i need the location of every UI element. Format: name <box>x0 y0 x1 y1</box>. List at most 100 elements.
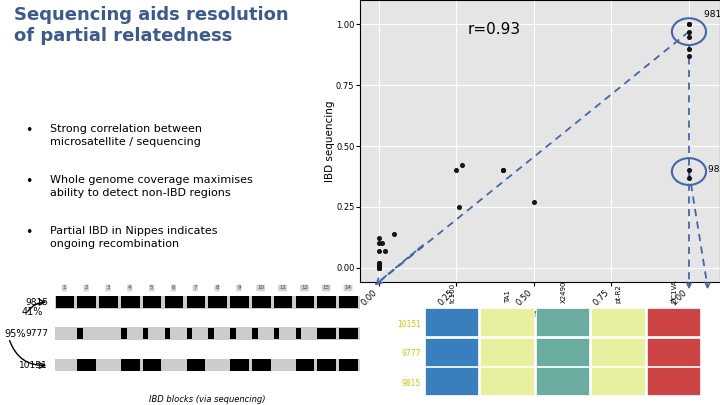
Point <box>373 240 384 247</box>
Bar <box>99 296 118 308</box>
Text: 6: 6 <box>171 286 175 290</box>
Bar <box>78 296 96 308</box>
Bar <box>339 328 358 339</box>
Bar <box>252 328 258 339</box>
Bar <box>480 308 534 336</box>
Point <box>683 53 695 59</box>
Text: 9815 - 9777: 9815 - 9777 <box>708 164 720 174</box>
Text: 5: 5 <box>150 286 153 290</box>
Y-axis label: IBD sequencing: IBD sequencing <box>325 100 335 182</box>
X-axis label: IBD microsattelite: IBD microsattelite <box>493 309 587 319</box>
Text: X2490: X2490 <box>560 281 567 303</box>
Bar <box>274 328 279 339</box>
Bar <box>230 359 248 371</box>
Bar <box>55 296 360 309</box>
Bar <box>339 296 358 308</box>
Bar <box>55 296 74 308</box>
Text: 14: 14 <box>344 286 351 290</box>
Text: •: • <box>25 226 32 239</box>
Bar <box>296 328 301 339</box>
Bar <box>143 328 148 339</box>
Point <box>497 167 508 174</box>
Point <box>497 167 508 174</box>
Text: 1: 1 <box>63 286 66 290</box>
Point <box>373 264 384 271</box>
Text: 9815: 9815 <box>402 379 421 388</box>
Text: 12: 12 <box>301 286 308 290</box>
Bar <box>121 359 140 371</box>
Point <box>373 260 384 266</box>
Point <box>683 21 695 28</box>
Bar <box>647 367 700 395</box>
Bar <box>647 308 700 336</box>
Text: Sequencing aids resolution
of partial relatedness: Sequencing aids resolution of partial re… <box>14 6 289 45</box>
Bar <box>121 328 127 339</box>
Bar <box>230 296 248 308</box>
Bar <box>165 328 171 339</box>
Text: 9777: 9777 <box>25 329 48 338</box>
Bar <box>208 328 214 339</box>
Bar <box>591 367 645 395</box>
Bar <box>536 308 590 336</box>
Point <box>683 21 695 28</box>
Point <box>528 199 539 205</box>
Bar <box>425 337 478 366</box>
Bar <box>208 296 227 308</box>
Bar <box>425 308 478 336</box>
Point <box>683 167 695 174</box>
Point <box>454 204 465 210</box>
Point <box>683 33 695 40</box>
Bar <box>252 296 271 308</box>
Bar <box>78 359 96 371</box>
Text: 95%: 95% <box>4 328 26 339</box>
Text: DC1VA: DC1VA <box>671 279 678 303</box>
Text: 8: 8 <box>215 286 219 290</box>
Point <box>451 167 462 174</box>
Bar <box>296 359 314 371</box>
Text: •: • <box>25 124 32 137</box>
Text: 4: 4 <box>128 286 132 290</box>
Point <box>683 45 695 52</box>
Bar <box>536 367 590 395</box>
Text: r=0.93: r=0.93 <box>468 22 521 37</box>
Text: 2: 2 <box>84 286 88 290</box>
Point <box>373 264 384 271</box>
Text: Whole genome coverage maximises
ability to detect non-IBD regions: Whole genome coverage maximises ability … <box>50 175 253 198</box>
Bar <box>274 296 292 308</box>
Point <box>373 262 384 269</box>
Text: 9: 9 <box>237 286 240 290</box>
Bar <box>252 359 271 371</box>
Text: pt-R2: pt-R2 <box>616 284 622 303</box>
Bar <box>55 327 360 340</box>
Bar <box>536 337 590 366</box>
Point <box>376 240 387 247</box>
Bar <box>318 359 336 371</box>
Point <box>683 28 695 35</box>
Bar <box>143 359 161 371</box>
Bar <box>78 328 83 339</box>
Text: 3: 3 <box>107 286 109 290</box>
Text: 9815 - 10151: 9815 - 10151 <box>704 10 720 19</box>
Text: IBD blocks (via sequencing): IBD blocks (via sequencing) <box>149 395 266 404</box>
Point <box>456 162 468 169</box>
Point <box>683 175 695 181</box>
Bar <box>318 296 336 308</box>
Bar <box>165 296 184 308</box>
Bar <box>480 337 534 366</box>
Point <box>373 247 384 254</box>
Bar <box>186 359 205 371</box>
Point <box>373 264 384 271</box>
Bar <box>230 328 235 339</box>
Text: Strong correlation between
microsatellite / sequencing: Strong correlation between microsatellit… <box>50 124 202 147</box>
Text: 10151: 10151 <box>19 360 48 369</box>
Text: 11: 11 <box>279 286 286 290</box>
Bar <box>186 328 192 339</box>
Bar <box>480 367 534 395</box>
Point <box>373 262 384 269</box>
Bar <box>591 308 645 336</box>
Bar <box>339 359 358 371</box>
Text: 41%: 41% <box>22 307 43 317</box>
Bar <box>425 367 478 395</box>
Text: 9777: 9777 <box>402 350 421 358</box>
Bar <box>591 337 645 366</box>
